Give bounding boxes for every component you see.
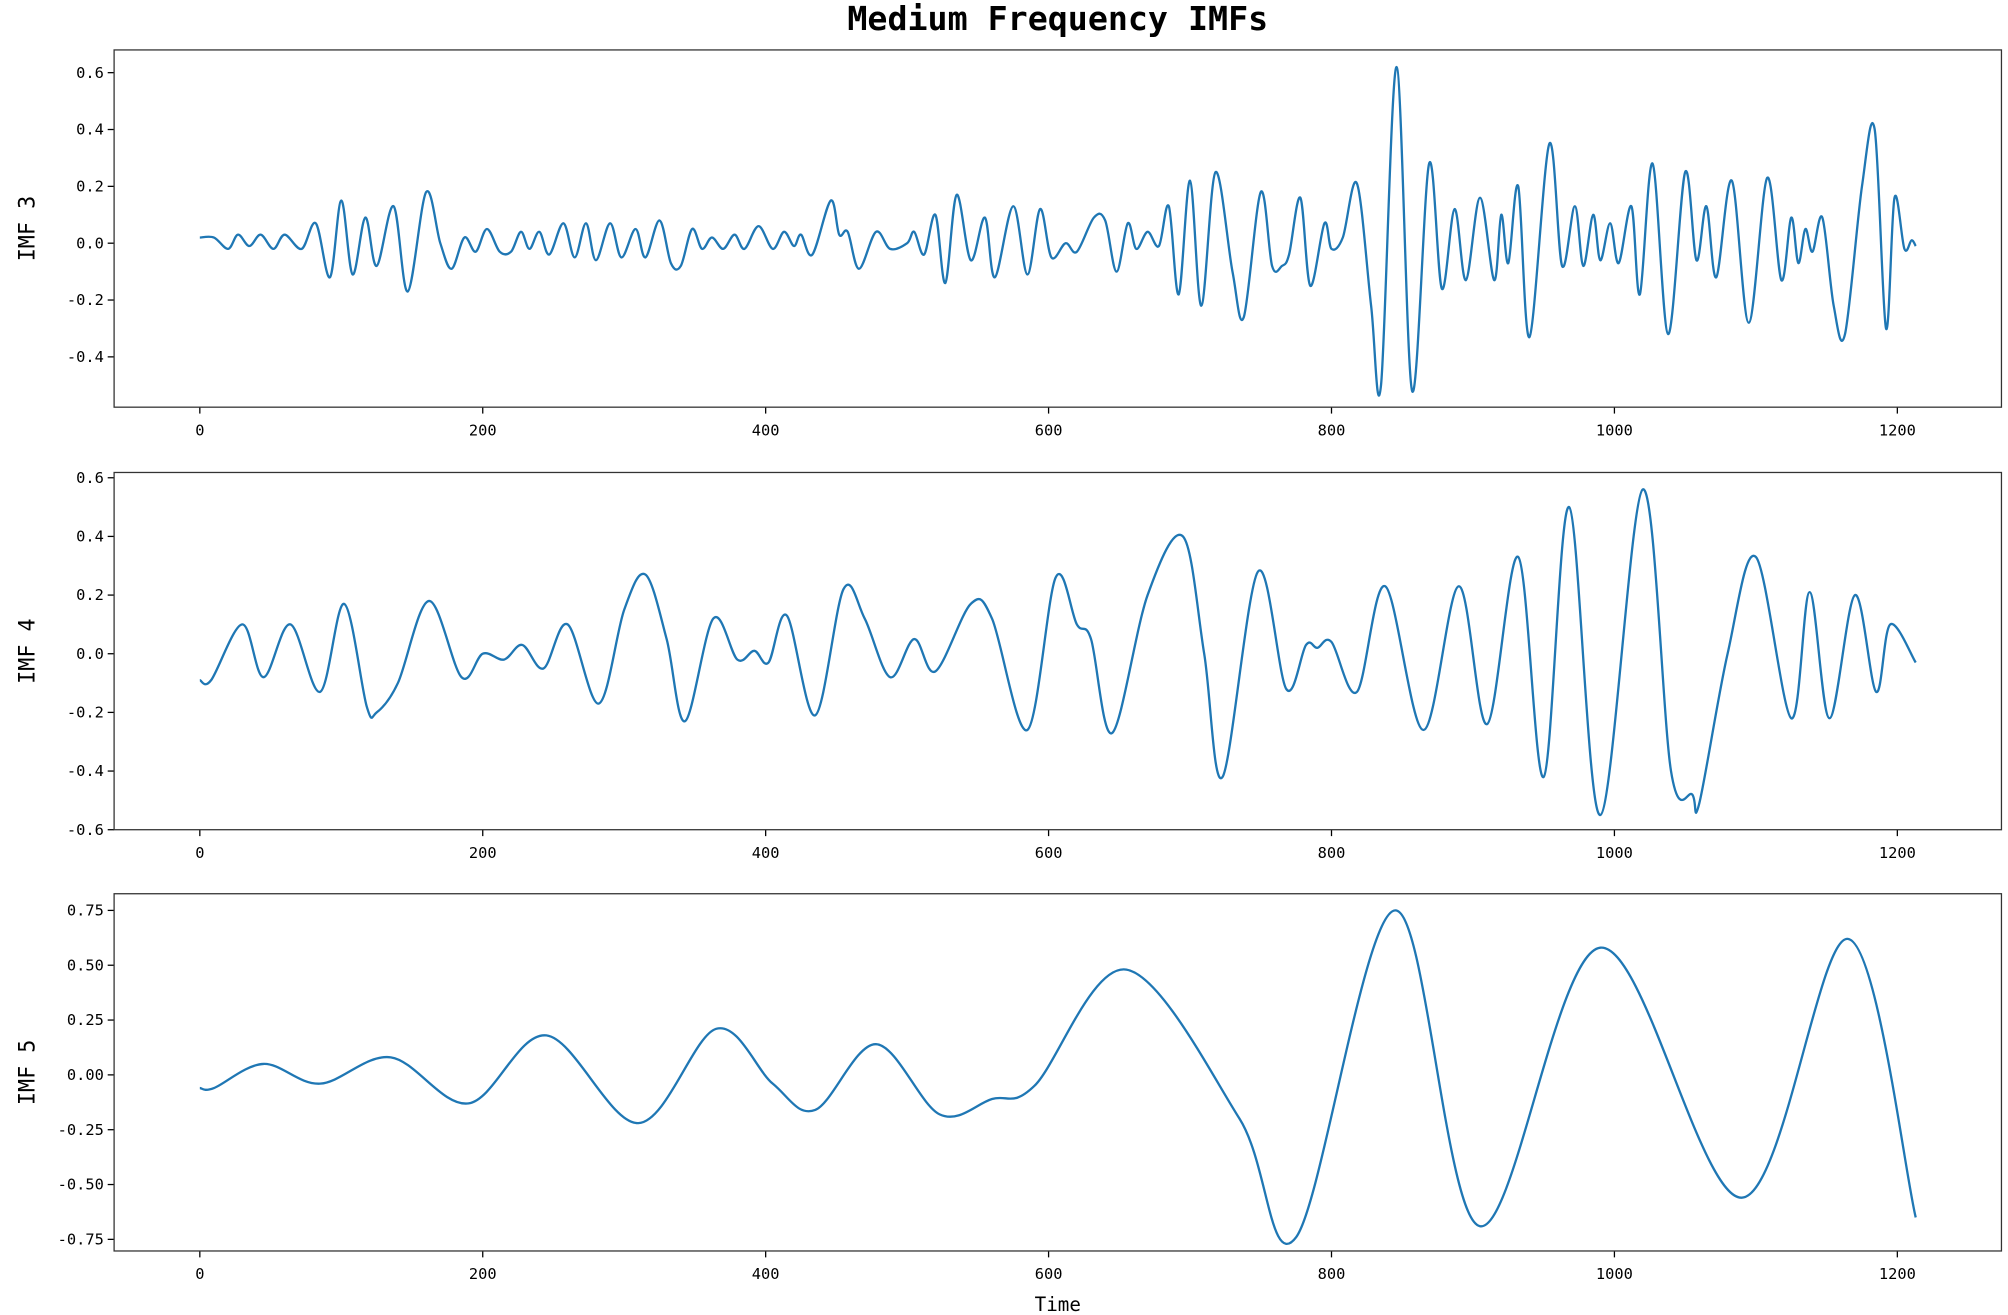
y-tick-label: -0.2 [67, 704, 104, 722]
x-tick-label: 0 [195, 1265, 204, 1283]
y-tick-label: -0.50 [58, 1176, 104, 1194]
x-tick-label: 1000 [1596, 421, 1633, 439]
y-tick-label: 0.4 [76, 528, 104, 546]
x-tick-label: 800 [1318, 1265, 1346, 1283]
y-tick-label: 0.2 [76, 586, 104, 604]
y-axis-label: IMF 3 [16, 196, 41, 261]
figure-title: Medium Frequency IMFs [847, 0, 1268, 38]
y-tick-label: -0.75 [58, 1230, 104, 1248]
x-tick-label: 400 [752, 1265, 780, 1283]
x-tick-label: 400 [752, 421, 780, 439]
y-tick-label: -0.4 [67, 762, 104, 780]
plot-frame [113, 49, 2003, 408]
x-tick-label: 1200 [1879, 844, 1916, 862]
y-tick-label: -0.25 [58, 1121, 104, 1139]
y-tick-label: 0.50 [67, 956, 104, 974]
y-axis-label: IMF 5 [16, 1040, 41, 1105]
y-tick-label: 0.0 [76, 234, 104, 252]
y-tick-label: -0.6 [67, 821, 104, 839]
y-tick-label: 0.6 [76, 64, 104, 82]
x-axis-label: Time [1035, 1293, 1081, 1315]
data-line [199, 909, 1917, 1246]
x-tick-label: 1200 [1879, 421, 1916, 439]
y-tick-label: 0.0 [76, 645, 104, 663]
y-tick-label: 0.6 [76, 469, 104, 487]
y-tick-label: 0.25 [67, 1011, 104, 1029]
y-tick-label: 0.00 [67, 1066, 104, 1084]
plot-frame [113, 471, 2003, 831]
x-tick-label: 600 [1035, 844, 1063, 862]
plot-frame [113, 893, 2003, 1252]
y-axis-label: IMF 4 [16, 618, 41, 683]
x-tick-label: 0 [195, 844, 204, 862]
y-tick-label: -0.2 [67, 291, 104, 309]
data-line [199, 65, 1917, 397]
x-tick-label: 1000 [1596, 1265, 1633, 1283]
x-tick-label: 200 [469, 421, 497, 439]
x-tick-label: 200 [469, 1265, 497, 1283]
x-tick-label: 800 [1318, 421, 1346, 439]
y-tick-label: -0.4 [67, 348, 104, 366]
x-tick-label: 400 [752, 844, 780, 862]
y-tick-label: 0.2 [76, 177, 104, 195]
x-tick-label: 1200 [1879, 1265, 1916, 1283]
x-tick-label: 800 [1318, 844, 1346, 862]
x-tick-label: 1000 [1596, 844, 1633, 862]
x-tick-label: 200 [469, 844, 497, 862]
y-tick-label: 0.4 [76, 121, 104, 139]
x-tick-label: 600 [1035, 1265, 1063, 1283]
data-line [199, 488, 1917, 817]
y-tick-label: 0.75 [67, 902, 104, 920]
x-tick-label: 600 [1035, 421, 1063, 439]
x-tick-label: 0 [195, 421, 204, 439]
